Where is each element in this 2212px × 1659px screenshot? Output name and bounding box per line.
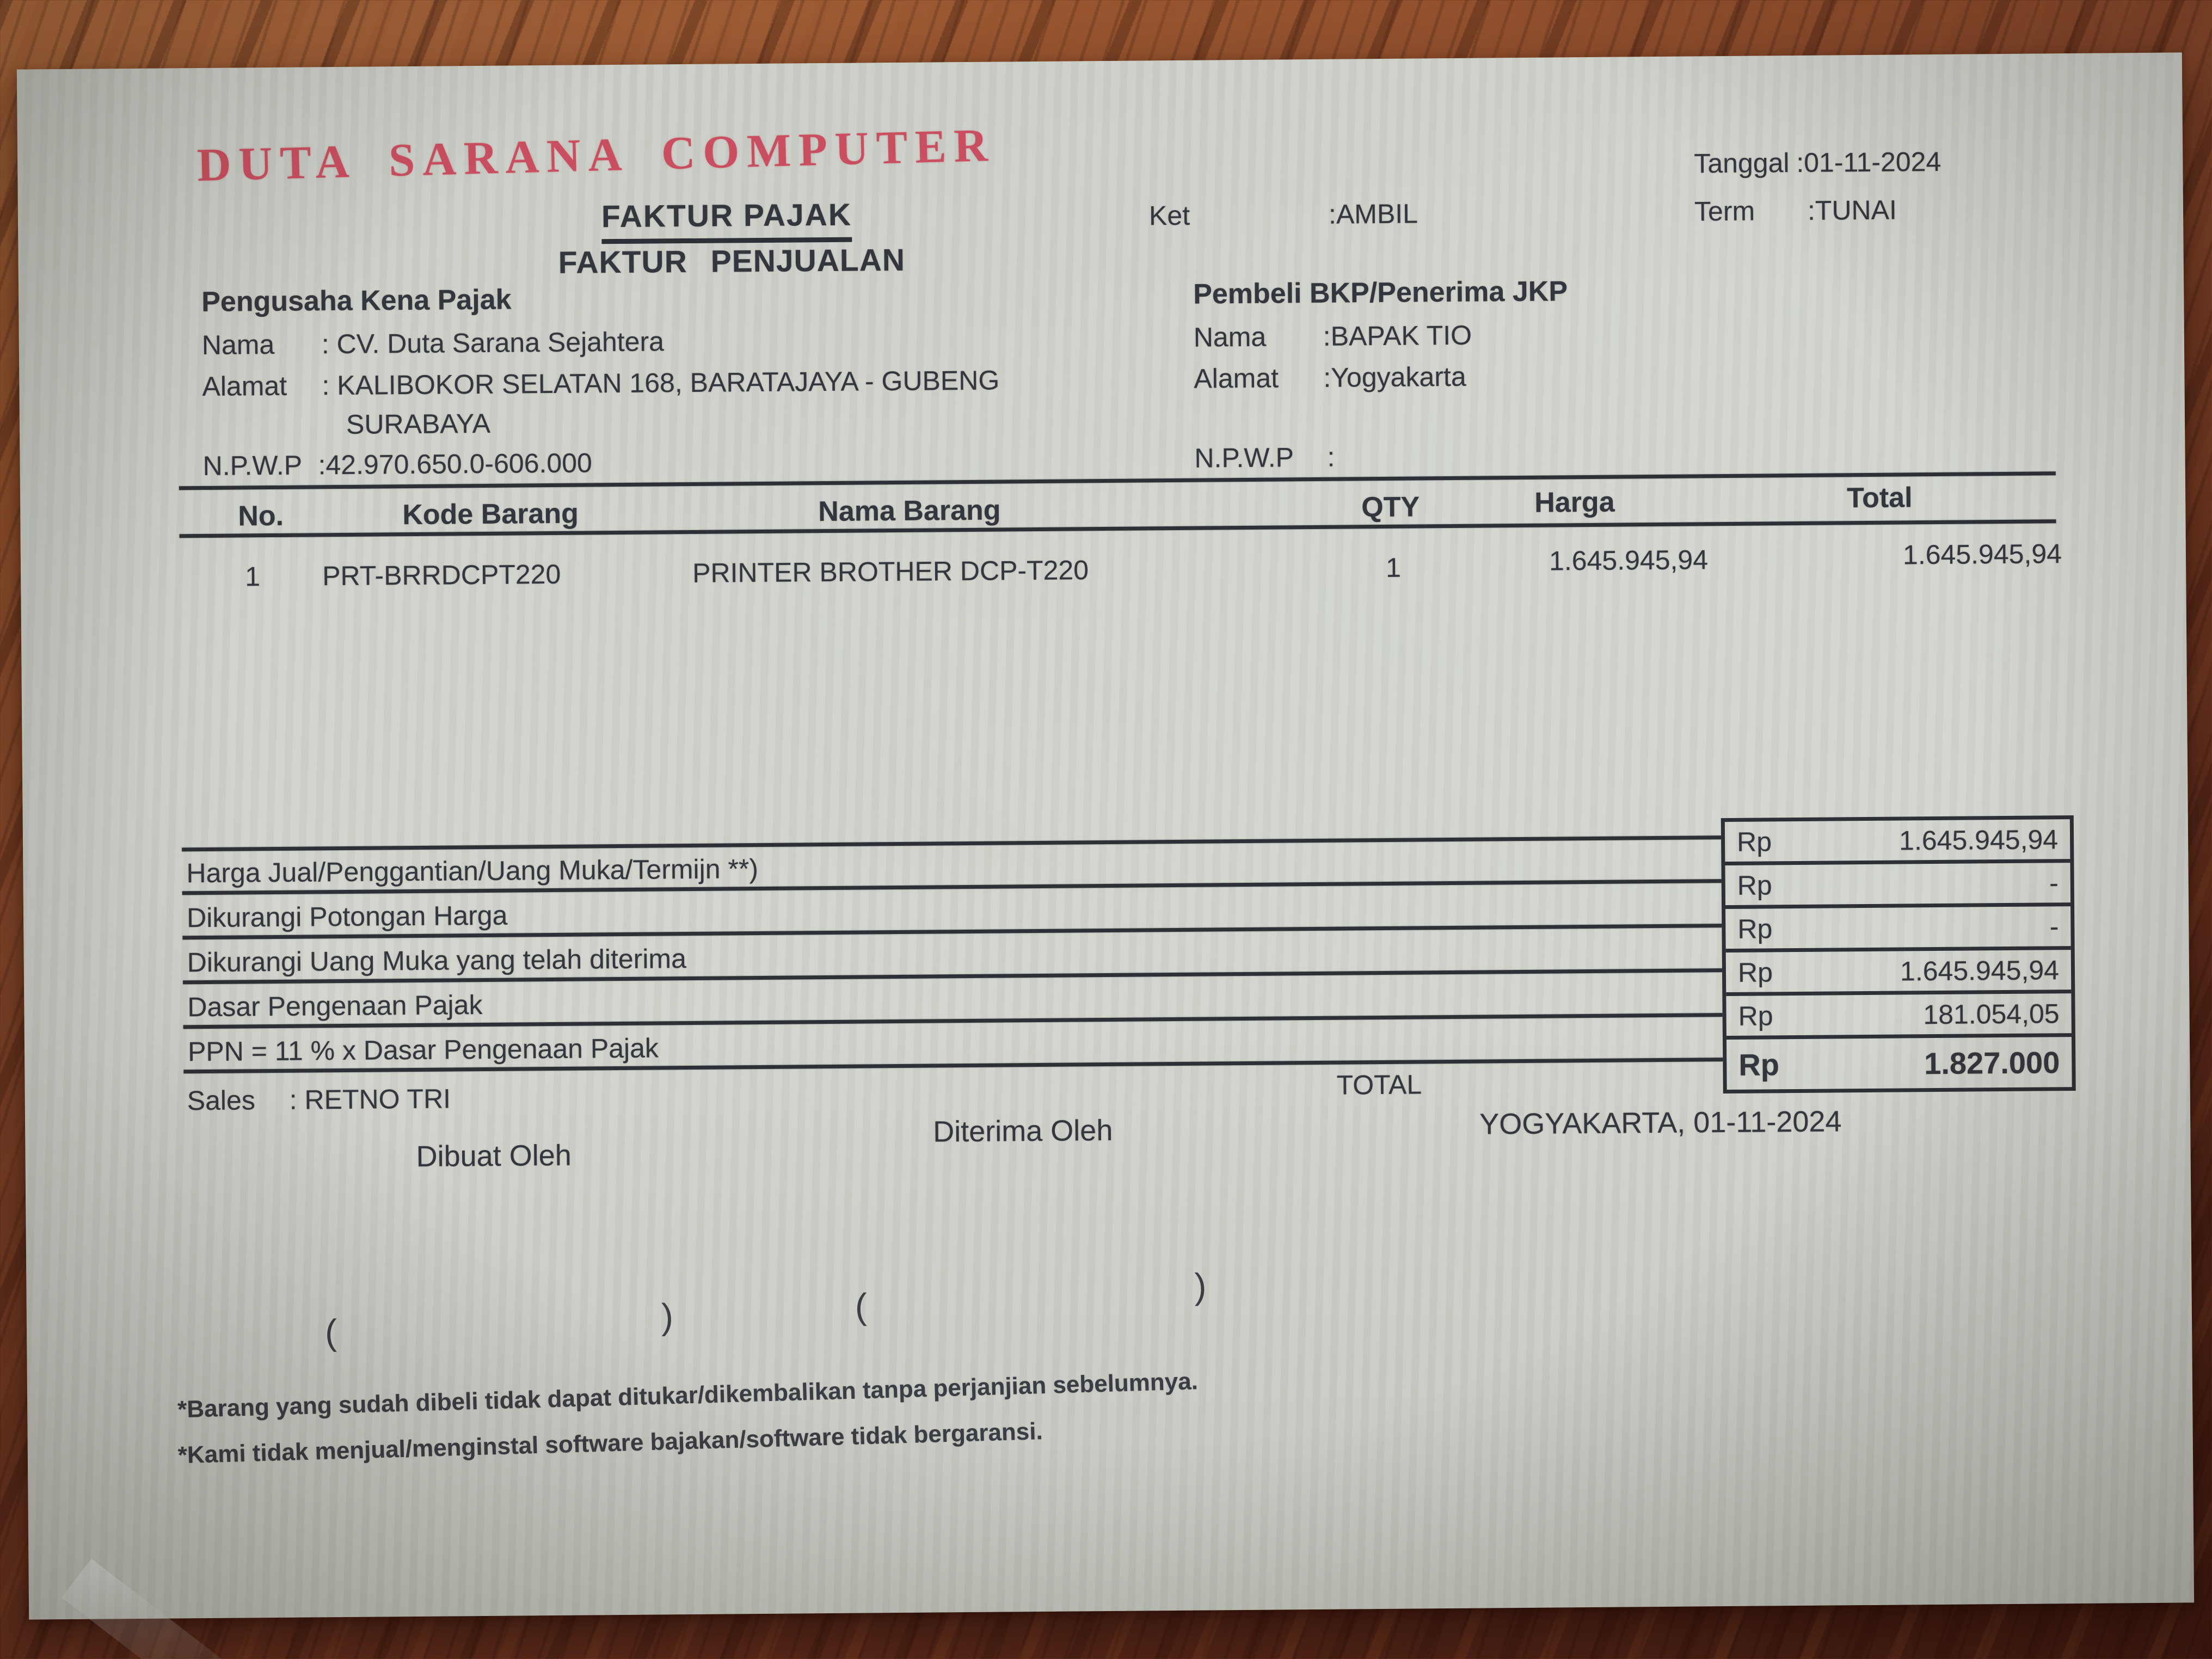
buyer-alamat-value: :Yogyakarta (1323, 361, 1466, 393)
col-header-no: No. (238, 500, 284, 532)
summary-amount-row: Rp 181.054,05 (1726, 993, 2072, 1040)
invoice-paper: DUTA SARANA COMPUTER Tanggal :01-11-2024… (16, 52, 2195, 1659)
footnote-software-policy: *Kami tidak menjual/menginstal software … (177, 1418, 1043, 1469)
item-qty: 1 (1385, 552, 1402, 583)
amount-harga-jual: 1.645.945,94 (1898, 824, 2059, 856)
dibuat-oleh-label: Dibuat Oleh (416, 1139, 572, 1173)
signature-paren-open-2: ( (855, 1286, 868, 1326)
ket-label: Ket (1148, 200, 1190, 231)
tanggal-value: :01-11-2024 (1796, 146, 1941, 178)
col-header-harga: Harga (1534, 486, 1615, 519)
sales-value: : RETNO TRI (289, 1083, 451, 1115)
currency-rp: Rp (1738, 1047, 1780, 1082)
summary-amounts-box: Rp 1.645.945,94 Rp - Rp - Rp 1.645.945,9… (1721, 815, 2076, 1094)
buyer-nama-value: :BAPAK TIO (1323, 319, 1472, 352)
currency-rp: Rp (1738, 1000, 1773, 1031)
buyer-npwp-label: N.P.W.P (1194, 442, 1294, 474)
summary-amount-row: Rp 1.645.945,94 (1724, 819, 2070, 866)
buyer-section-title: Pembeli BKP/Penerima JKP (1193, 275, 1568, 310)
item-kode: PRT-BRRDCPT220 (322, 558, 561, 592)
signature-paren-close-1: ) (661, 1296, 674, 1337)
footnote-return-policy: *Barang yang sudah dibeli tidak dapat di… (177, 1368, 1199, 1423)
seller-section-title: Pengusaha Kena Pajak (201, 284, 512, 318)
term-value: :TUNAI (1807, 194, 1897, 226)
summary-amount-row: Rp - (1725, 906, 2071, 953)
tanggal-label: Tanggal (1694, 148, 1790, 179)
seller-npwp-label: N.P.W.P (202, 450, 303, 482)
paper-crease (61, 1558, 273, 1659)
summary-label-ppn: PPN = 11 % x Dasar Pengenaan Pajak (187, 1033, 659, 1067)
amount-dpp: 1.645.945,94 (1900, 954, 2060, 987)
col-header-total: Total (1846, 482, 1913, 514)
currency-rp: Rp (1737, 913, 1773, 944)
summary-label-dpp: Dasar Pengenaan Pajak (187, 989, 483, 1023)
summary-label-potongan-harga: Dikurangi Potongan Harga (186, 900, 508, 933)
sales-label: Sales (187, 1085, 256, 1116)
summary-rule-1 (182, 835, 1722, 852)
summary-amount-row-total: Rp 1.827.000 (1726, 1037, 2072, 1090)
item-nama: PRINTER BROTHER DCP-T220 (692, 555, 1089, 588)
col-header-nama-barang: Nama Barang (818, 494, 1001, 528)
doc-title-faktur-penjualan: FAKTUR PENJUALAN (558, 242, 906, 280)
city-date: YOGYAKARTA, 01-11-2024 (1479, 1105, 1842, 1141)
summary-label-uang-muka: Dikurangi Uang Muka yang telah diterima (187, 943, 687, 978)
signature-paren-close-2: ) (1194, 1265, 1207, 1306)
seller-alamat-value: : KALIBOKOR SELATAN 168, BARATAJAYA - GU… (322, 365, 1000, 401)
summary-label-harga-jual: Harga Jual/Penggantian/Uang Muka/Termijn… (186, 853, 759, 889)
currency-rp: Rp (1736, 826, 1772, 857)
doc-title-faktur-pajak: FAKTUR PAJAK (601, 196, 852, 244)
item-harga: 1.645.945,94 (1549, 544, 1709, 576)
seller-npwp-value: :42.970.650.0-606.000 (318, 447, 593, 481)
buyer-nama-label: Nama (1193, 321, 1267, 353)
seller-nama-label: Nama (201, 329, 275, 361)
table-row: 1 PRT-BRRDCPT220 PRINTER BROTHER DCP-T22… (17, 52, 2182, 592)
currency-rp: Rp (1737, 869, 1772, 901)
summary-label-total: TOTAL (1336, 1069, 1422, 1101)
buyer-npwp-value: : (1327, 441, 1335, 472)
ket-value: :AMBIL (1328, 198, 1418, 230)
company-name-stamp: DUTA SARANA COMPUTER (196, 118, 996, 192)
summary-amount-row: Rp 1.645.945,94 (1725, 950, 2072, 997)
term-label: Term (1694, 195, 1755, 227)
buyer-alamat-label: Alamat (1194, 362, 1279, 394)
item-total: 1.645.945,94 (1902, 538, 2062, 570)
diterima-oleh-label: Diterima Oleh (933, 1114, 1113, 1148)
col-header-qty: QTY (1361, 491, 1420, 524)
seller-alamat-line2: SURABAYA (346, 408, 491, 440)
item-no: 1 (244, 561, 261, 592)
amount-potongan: - (2049, 867, 2059, 898)
amount-ppn: 181.054,05 (1923, 998, 2060, 1030)
amount-uang-muka: - (2049, 911, 2059, 942)
col-header-kode-barang: Kode Barang (402, 497, 579, 531)
seller-alamat-label: Alamat (202, 370, 287, 402)
amount-grand-total: 1.827.000 (1924, 1044, 2060, 1080)
signature-paren-open-1: ( (324, 1312, 337, 1353)
seller-nama-value: : CV. Duta Sarana Sejahtera (321, 326, 665, 360)
summary-amount-row: Rp - (1725, 863, 2071, 910)
currency-rp: Rp (1737, 956, 1773, 988)
